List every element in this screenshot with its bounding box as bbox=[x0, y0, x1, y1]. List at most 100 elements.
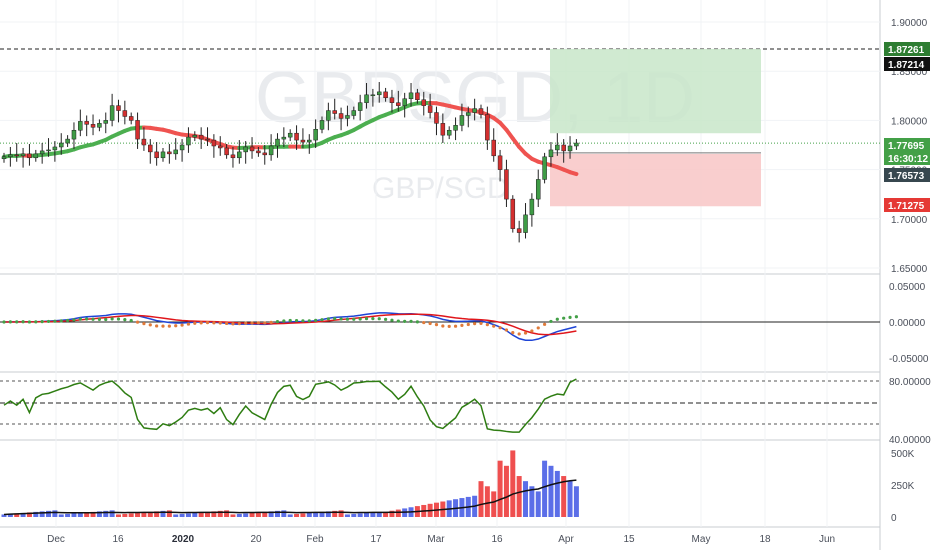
candle-body bbox=[428, 106, 432, 113]
volume-bar bbox=[345, 514, 350, 517]
volume-bar bbox=[479, 481, 484, 517]
volume-bar bbox=[307, 513, 312, 517]
macd-histogram-dot bbox=[314, 319, 317, 322]
macd-histogram-dot bbox=[180, 323, 183, 326]
volume-tick-label: 500K bbox=[891, 449, 915, 460]
volume-bar bbox=[536, 491, 541, 517]
volume-bar bbox=[173, 514, 178, 517]
volume-bar bbox=[548, 466, 553, 517]
candle-body bbox=[97, 123, 101, 127]
candle-body bbox=[574, 143, 578, 146]
macd-histogram-dot bbox=[161, 325, 164, 328]
candle-body bbox=[21, 154, 25, 156]
candle-body bbox=[256, 151, 260, 153]
candle-body bbox=[568, 146, 572, 151]
macd-histogram-dot bbox=[187, 322, 190, 325]
candle-body bbox=[371, 95, 375, 96]
macd-histogram-dot bbox=[562, 317, 565, 320]
candle-body bbox=[358, 103, 362, 111]
candle-body bbox=[365, 95, 369, 103]
macd-histogram-dot bbox=[257, 321, 260, 324]
candle-body bbox=[543, 157, 547, 180]
x-axis-label: 16 bbox=[491, 534, 503, 545]
volume-bar bbox=[517, 476, 522, 517]
candle-body bbox=[555, 145, 559, 150]
price-tick-label: 1.90000 bbox=[891, 18, 928, 29]
macd-histogram-dot bbox=[511, 331, 514, 334]
candle-body bbox=[492, 140, 496, 156]
candle-body bbox=[473, 109, 477, 113]
volume-bar bbox=[529, 486, 534, 517]
macd-histogram-dot bbox=[530, 329, 533, 332]
volume-bar bbox=[339, 510, 344, 517]
macd-histogram-dot bbox=[556, 318, 559, 321]
candle-body bbox=[498, 156, 502, 170]
price-level-badge-text: 1.87214 bbox=[888, 60, 925, 71]
volume-bar bbox=[71, 513, 76, 517]
macd-histogram-dot bbox=[416, 320, 419, 323]
macd-histogram-dot bbox=[301, 319, 304, 322]
macd-histogram-dot bbox=[117, 317, 120, 320]
candle-body bbox=[47, 150, 51, 151]
candle-body bbox=[333, 111, 337, 114]
volume-bar bbox=[122, 514, 127, 517]
candle-body bbox=[155, 152, 159, 158]
x-axis-label: 18 bbox=[759, 534, 771, 545]
candle-body bbox=[123, 111, 127, 117]
macd-histogram-dot bbox=[72, 318, 75, 321]
candle-body bbox=[250, 147, 254, 151]
volume-bar bbox=[351, 514, 356, 517]
macd-histogram-dot bbox=[359, 317, 362, 320]
macd-histogram-dot bbox=[219, 321, 222, 324]
volume-bar bbox=[396, 510, 401, 517]
candle-body bbox=[148, 145, 152, 152]
volume-bar bbox=[574, 486, 579, 517]
volume-bar bbox=[237, 514, 242, 517]
candle-body bbox=[345, 115, 349, 118]
candle-body bbox=[454, 125, 458, 130]
macd-histogram-dot bbox=[460, 324, 463, 327]
candle-body bbox=[517, 229, 521, 233]
x-axis-label: 17 bbox=[370, 534, 382, 545]
volume-bar bbox=[224, 510, 229, 517]
stop-zone bbox=[550, 154, 761, 206]
volume-bar bbox=[294, 514, 299, 517]
candle-body bbox=[422, 100, 426, 106]
macd-histogram-dot bbox=[250, 321, 253, 324]
macd-histogram-dot bbox=[327, 317, 330, 320]
macd-histogram-dot bbox=[543, 323, 546, 326]
candle-body bbox=[288, 133, 292, 137]
candle-body bbox=[237, 152, 241, 158]
candle-body bbox=[193, 135, 197, 137]
macd-histogram-dot bbox=[365, 317, 368, 320]
candle-body bbox=[91, 124, 95, 127]
volume-bar bbox=[504, 466, 509, 517]
candle-body bbox=[466, 113, 470, 116]
candle-body bbox=[441, 123, 445, 135]
macd-histogram-dot bbox=[384, 318, 387, 321]
stoch-tick-label: 40.00000 bbox=[889, 435, 931, 446]
x-axis-label: Jun bbox=[819, 534, 835, 545]
macd-histogram-dot bbox=[479, 322, 482, 325]
macd-histogram-dot bbox=[263, 321, 266, 324]
candle-body bbox=[562, 145, 566, 151]
macd-histogram-dot bbox=[104, 318, 107, 321]
candle-body bbox=[53, 147, 57, 150]
macd-histogram-dot bbox=[15, 320, 18, 323]
candle-body bbox=[403, 99, 407, 106]
candle-body bbox=[504, 170, 508, 200]
macd-histogram-dot bbox=[467, 323, 470, 326]
candle-body bbox=[549, 150, 553, 157]
volume-bar bbox=[52, 510, 57, 517]
volume-bar bbox=[135, 513, 140, 517]
macd-histogram-dot bbox=[200, 321, 203, 324]
macd-histogram-dot bbox=[352, 318, 355, 321]
watermark-subtitle: GBP/SGD bbox=[372, 172, 509, 205]
candle-body bbox=[116, 106, 120, 111]
macd-histogram-dot bbox=[212, 321, 215, 324]
candle-body bbox=[511, 199, 515, 229]
candle-body bbox=[384, 92, 388, 98]
macd-histogram-dot bbox=[66, 319, 69, 322]
